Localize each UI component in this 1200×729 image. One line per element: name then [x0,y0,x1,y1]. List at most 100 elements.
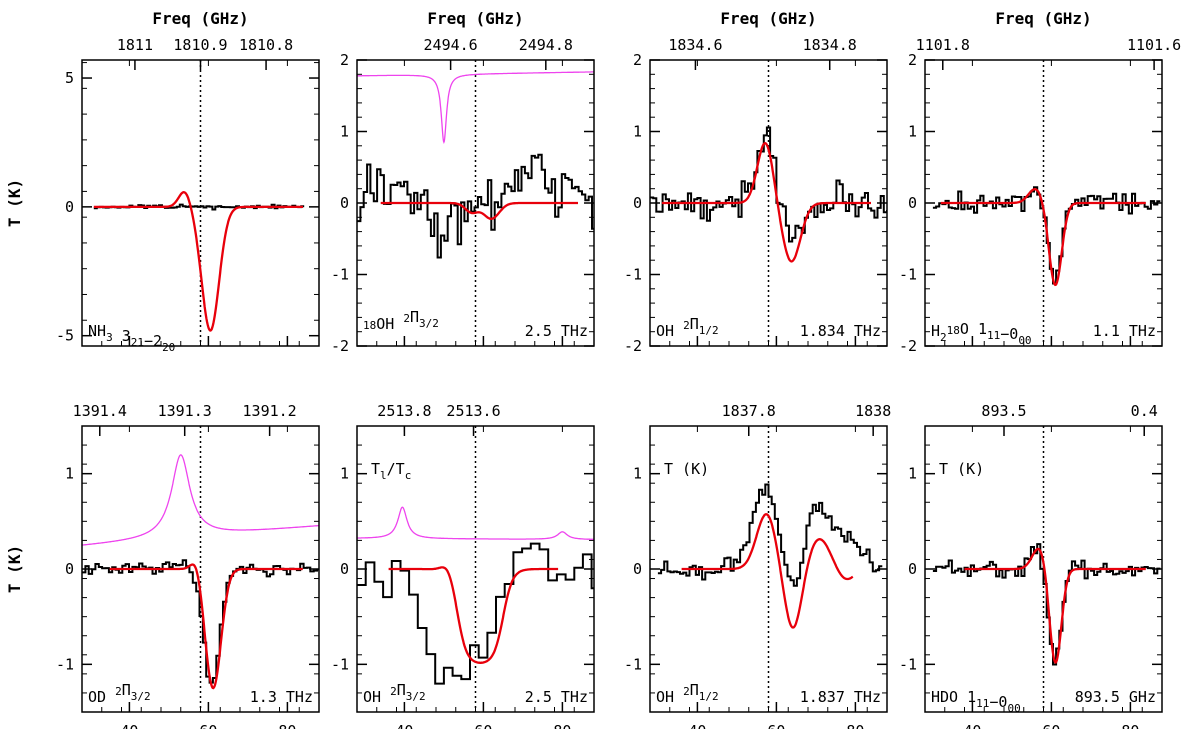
y-tick-label: 2 [340,51,349,69]
species-part: H [931,322,940,340]
species-part: −0 [1000,325,1018,343]
top-tick-label: 1391.3 [158,402,212,420]
model-fit [661,141,871,263]
magenta-line [357,71,594,144]
species-part: O 1 [960,320,987,338]
top-tick-label: 1834.8 [803,36,857,54]
species-part: Π [122,681,131,699]
x-tick-label: 40 [963,722,981,729]
observed-spectrum [657,483,883,587]
y-tick-label: 1 [633,465,642,483]
panel-frame [649,59,888,347]
y-tick-label: -1 [899,266,917,284]
panel-6: -101406080LSR Velocity (km s-1)2513.8251… [331,402,595,729]
top-axis-label: Freq (GHz) [427,9,523,28]
species-part: −2 [144,332,162,350]
y-tick-label: 1 [908,465,917,483]
top-axis-label: Freq (GHz) [152,9,248,28]
species-label: HDO 111−000 [931,688,1021,715]
y-tick-label: 0 [65,198,74,216]
y-tick-label: -1 [331,266,349,284]
top-tick-label: 1811 [117,36,153,54]
top-tick-label: 1810.8 [239,36,293,54]
y-tick-label: -2 [331,337,349,355]
observed-spectrum [650,126,887,243]
y-tick-label: -2 [899,337,917,355]
line-frequency-label: 2.5 THz [525,688,588,706]
top-tick-label: 1837.8 [722,402,776,420]
species-label: OH 2Π3/2 [363,681,426,706]
observed-spectrum [357,542,594,685]
top-tick-label: 893.5 [981,402,1026,420]
observed-spectrum [357,153,594,259]
species-part: OH [656,322,683,340]
panel-7: -101406080LSR Velocity (km s-1)1837.8183… [624,402,891,729]
y-tick-label: 2 [633,51,642,69]
y-tick-label: 0 [65,560,74,578]
top-tick-label: 1838 [855,402,891,420]
plot-area [93,60,305,346]
panel-frame [924,425,1163,713]
top-tick-label: 1101.6 [1127,36,1181,54]
species-part: 11 [976,697,989,710]
panel-frame [924,59,1163,347]
plot-area [932,60,1161,346]
species-part: Π [690,315,699,333]
species-label: OH 2Π1/2 [656,681,719,706]
magenta-line [82,454,319,546]
top-tick-label: 0.4 [1131,402,1158,420]
y-tick-label: -1 [899,655,917,673]
species-part: NH [88,322,106,340]
line-frequency-label: 1.834 THz [800,322,881,340]
y-tick-label: 1 [340,465,349,483]
species-part: 3 [106,331,113,344]
species-label: OD 2Π3/2 [88,681,151,706]
magenta-line [357,506,594,541]
species-part: 3/2 [406,690,426,703]
line-frequency-label: 1.837 THz [800,688,881,706]
top-tick-label: 1391.4 [73,402,127,420]
y-tick-label: 0 [633,560,642,578]
y-tick-label: -1 [56,655,74,673]
y-tick-label: -1 [331,655,349,673]
y-tick-label: -1 [624,655,642,673]
species-part: 20 [162,341,175,354]
x-tick-label: 80 [1121,722,1139,729]
model-fit [388,566,559,664]
ratio-label: T (K) [664,460,709,478]
top-axis-label: Freq (GHz) [995,9,1091,28]
y-tick-label: 1 [908,123,917,141]
ratio-sub: l [380,469,387,482]
plot-area [932,426,1161,712]
panel-frame [356,59,595,347]
species-part: OH [656,688,683,706]
y-tick-label: 1 [340,123,349,141]
top-tick-label: 2494.6 [424,36,478,54]
y-axis-label: T (K) [5,179,24,227]
top-tick-label: 2494.8 [519,36,573,54]
y-tick-label: -2 [624,337,642,355]
species-part: 18 [947,324,960,337]
species-part: 3/2 [131,690,151,703]
species-part: 2 [683,319,690,332]
x-tick-label: 80 [846,722,864,729]
species-label: 18OH 2Π3/2 [363,308,439,333]
species-part: 00 [1007,702,1020,715]
panel-5: -101406080LSR Velocity (km s-1)1391.4139… [5,402,320,729]
panel-8: -101406080LSR Velocity (km s-1)893.50.4T… [899,402,1163,729]
y-tick-label: 1 [65,465,74,483]
model-fit [109,563,303,690]
panel-frame [81,59,320,347]
species-part: 1/2 [699,690,719,703]
species-part: 2 [403,312,410,325]
top-tick-label: 1834.6 [668,36,722,54]
x-tick-label: 80 [278,722,296,729]
model-fit [681,513,854,629]
top-tick-label: 2513.8 [377,402,431,420]
ratio-sub2: c [405,469,412,482]
x-tick-label: 40 [395,722,413,729]
model-fit [964,547,1146,664]
species-label: H218O 111−000 [931,320,1032,347]
species-part: 2 [683,685,690,698]
